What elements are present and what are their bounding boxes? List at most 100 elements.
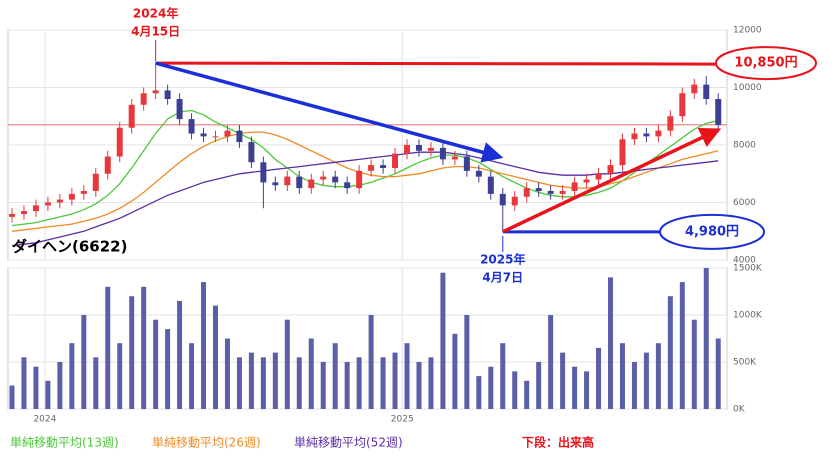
y-tick-label: 1500K [733, 264, 763, 274]
candle-body [176, 99, 183, 120]
volume-bar [117, 343, 123, 409]
volume-bar [141, 286, 147, 409]
downtrend-arrow [155, 61, 504, 163]
candle-body [392, 153, 399, 168]
candle-body [715, 99, 722, 125]
candle-body [104, 156, 111, 174]
volume-bar [548, 315, 554, 409]
candle-body [643, 133, 650, 137]
volume-bar [45, 380, 51, 409]
volume-bar [21, 357, 27, 409]
x-tick-label: 2025 [391, 415, 414, 425]
y-tick-label: 10000 [733, 83, 762, 93]
volume-bar [236, 357, 242, 409]
candle-body [296, 176, 303, 189]
volume-bar [488, 366, 494, 409]
candle-body [583, 179, 590, 183]
volume-bar [404, 343, 410, 409]
volume-bar [57, 362, 63, 409]
annotation-date: 4月7日 [482, 271, 523, 285]
legend-entry: 下段：出来高 [522, 435, 594, 450]
volume-bar [93, 357, 99, 409]
candle-body [463, 156, 470, 171]
volume-bar [332, 343, 338, 409]
candle-body [260, 162, 267, 183]
candle-body [308, 179, 315, 189]
volume-bar [380, 357, 386, 409]
volume-bar [105, 286, 111, 409]
candle-body [32, 205, 39, 212]
candle-body [344, 182, 351, 189]
candle-body [595, 173, 602, 180]
volume-bar [572, 366, 578, 409]
volume-bar [560, 352, 566, 409]
volume-bar [248, 352, 254, 409]
moving-average-line [11, 109, 719, 227]
y-tick-label: 0K [733, 405, 746, 415]
candle-body [44, 202, 51, 206]
volume-bar [129, 296, 135, 409]
y-tick-label: 1000K [733, 311, 763, 321]
volume-bar [201, 282, 207, 409]
candle-body [200, 133, 207, 137]
volume-bar [619, 343, 625, 409]
candle-body [80, 191, 87, 194]
y-tick-label: 500K [733, 358, 757, 368]
candle-body [535, 188, 542, 191]
candle-body [631, 133, 638, 140]
legend-entry: 単純移動平均(13週) [10, 436, 119, 450]
candle-body [451, 156, 458, 160]
uptrend-arrow [502, 127, 722, 234]
candle-body [92, 173, 99, 191]
volume-bar [212, 305, 218, 409]
candle-body [164, 90, 171, 99]
volume-panel [7, 267, 728, 410]
candle-body [499, 193, 506, 206]
legend-entry: 単純移動平均(52週) [294, 436, 403, 450]
volume-bar [320, 362, 326, 409]
y-tick-label: 8000 [733, 141, 756, 151]
volume-bar [296, 357, 302, 409]
candle-body [427, 147, 434, 151]
low-price-label: 4,980円 [685, 224, 739, 239]
volume-bar [500, 343, 506, 409]
annotation-date: 4月15日 [131, 25, 180, 39]
volume-bar [177, 300, 183, 409]
candle-body [224, 130, 231, 137]
volume-bar [69, 343, 75, 409]
candle-body [619, 139, 626, 166]
candle-body [655, 130, 662, 137]
volume-bar [476, 376, 482, 409]
volume-bar [703, 268, 709, 409]
price-ellipse [715, 46, 817, 81]
candle-body [511, 196, 518, 206]
candle-body [368, 165, 375, 171]
volume-bar [344, 362, 350, 409]
candle-body [667, 116, 674, 131]
volume-bar [643, 352, 649, 409]
legend-entry: 単純移動平均(26週) [152, 436, 261, 450]
y-tick-label: 6000 [733, 198, 756, 208]
y-tick-label: 12000 [733, 26, 762, 36]
volume-bar [655, 343, 661, 409]
volume-bar [260, 357, 266, 409]
candle-body [248, 142, 255, 163]
candle-body [439, 147, 446, 160]
volume-bar [536, 362, 542, 409]
candle-body [559, 191, 566, 194]
volume-bar [308, 338, 314, 409]
annotation-year: 2025年 [480, 252, 525, 267]
candle-body [140, 93, 147, 105]
candle-body [487, 176, 494, 194]
volume-bar [464, 315, 470, 409]
candle-body [272, 182, 279, 186]
volume-bar [284, 319, 290, 409]
candle-body [236, 130, 243, 143]
volume-bar [153, 319, 159, 409]
volume-bar [416, 362, 422, 409]
x-tick-label: 2024 [33, 415, 56, 425]
candle-body [116, 127, 123, 157]
y-tick-label: 4000 [733, 256, 756, 266]
volume-bar [691, 319, 697, 409]
